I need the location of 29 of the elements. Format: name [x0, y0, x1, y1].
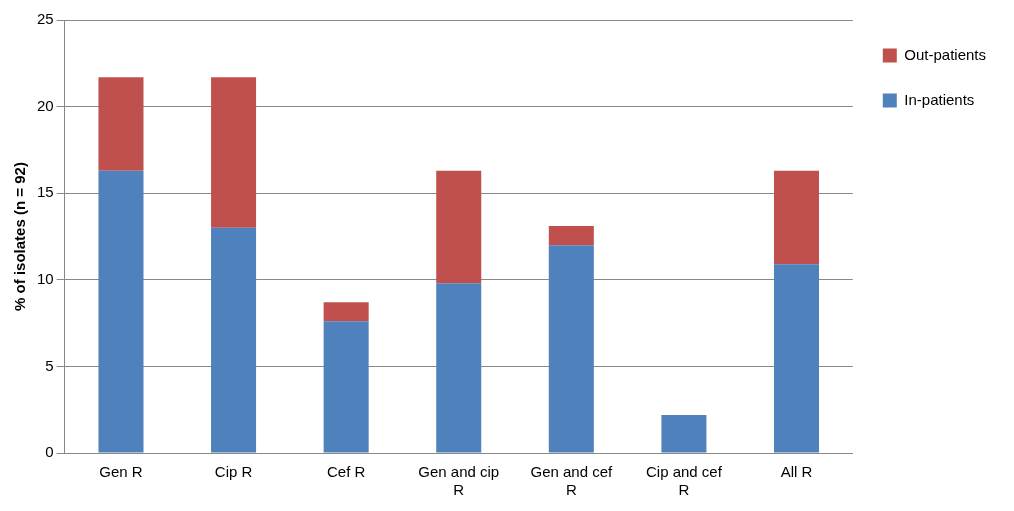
bar [773, 170, 820, 265]
bar [548, 226, 594, 246]
legend-label: Out-patients [904, 45, 987, 63]
bar [323, 302, 369, 322]
x-tick-label: Gen R [99, 463, 143, 481]
x-tick-label: Cip and cef R [645, 463, 723, 499]
bar [98, 77, 144, 171]
y-tick-label: 20 [37, 96, 54, 114]
bar [548, 245, 594, 453]
bar [323, 321, 369, 453]
bar [98, 170, 144, 453]
y-tick-label: 5 [45, 356, 54, 374]
y-tick-label: 25 [37, 10, 54, 28]
x-tick-label: Gen and cef R [530, 463, 614, 499]
y-tick-label: 15 [37, 183, 54, 201]
y-tick-label: 10 [37, 269, 54, 287]
bar [211, 77, 257, 228]
bar [661, 414, 707, 453]
x-tick-label: All R [780, 463, 813, 481]
x-tick-label: Cef R [326, 463, 366, 481]
y-axis-title: % of isolates (n = 92) [11, 162, 29, 311]
y-tick-label: 0 [45, 443, 54, 461]
x-tick-label: Gen and cip R [418, 463, 500, 499]
bar [436, 170, 482, 284]
legend-label: In-patients [904, 90, 975, 108]
bar [211, 227, 257, 453]
bar [436, 283, 482, 453]
bar [773, 264, 820, 453]
x-tick-label: Cip R [214, 463, 253, 481]
